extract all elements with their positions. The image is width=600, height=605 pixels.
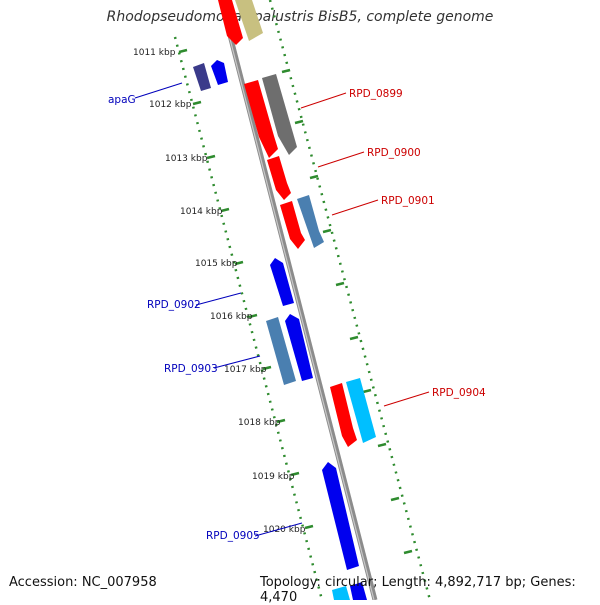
gene-top-red[interactable] — [218, 0, 243, 45]
gene-rpd0900[interactable] — [267, 156, 291, 200]
left-ruler-ticks — [178, 48, 314, 530]
accession-text: Accession: NC_007958 — [9, 575, 157, 590]
leader-lines — [134, 82, 430, 537]
tick-label-1019: 1019 kbp — [252, 472, 295, 482]
gene-apag[interactable] — [193, 63, 211, 91]
gene-rpd0905[interactable] — [322, 462, 359, 570]
label-rpd0899[interactable]: RPD_0899 — [349, 88, 403, 100]
gene-rpd0899-gray[interactable] — [262, 74, 297, 155]
gene-rpd0899-red[interactable] — [244, 80, 278, 158]
backbone-highlight — [219, 0, 375, 600]
label-rpd0903[interactable]: RPD_0903 — [164, 363, 218, 375]
tick-label-1011: 1011 kbp — [133, 48, 176, 58]
tick-label-1012: 1012 kbp — [149, 100, 192, 110]
gene-rpd0902[interactable] — [270, 258, 294, 306]
right-ruler-ticks — [281, 68, 413, 555]
gene-rpd0901-red[interactable] — [280, 201, 305, 249]
left-ruler — [173, 36, 324, 600]
gene-rpd0903-steel[interactable] — [266, 317, 296, 385]
label-apag[interactable]: apaG — [108, 94, 136, 106]
tick-label-1016: 1016 kbp — [210, 312, 253, 322]
tick-label-1013: 1013 kbp — [165, 154, 208, 164]
tick-label-1020: 1020 kbp — [263, 525, 306, 535]
tick-label-1017: 1017 kbp — [224, 365, 267, 375]
label-rpd0905[interactable]: RPD_0905 — [206, 530, 260, 542]
tick-label-1018: 1018 kbp — [238, 418, 281, 428]
tick-label-1015: 1015 kbp — [195, 259, 238, 269]
topology-text: Topology: circular; Length: 4,892,717 bp… — [260, 575, 576, 605]
gene-small-blue[interactable] — [211, 60, 228, 85]
gene-rpd0903-blue[interactable] — [285, 314, 313, 381]
tick-label-1014: 1014 kbp — [180, 207, 223, 217]
gene-rpd0904-cyan[interactable] — [346, 378, 376, 443]
gene-bottom-cyan[interactable] — [332, 586, 350, 600]
label-rpd0904[interactable]: RPD_0904 — [432, 387, 486, 399]
gene-rpd0904-red[interactable] — [330, 383, 357, 447]
gene-bottom-blue[interactable] — [350, 582, 367, 600]
label-rpd0902[interactable]: RPD_0902 — [147, 299, 201, 311]
label-rpd0900[interactable]: RPD_0900 — [367, 147, 421, 159]
map-title: Rhodopseudomonas palustris BisB5, comple… — [106, 9, 494, 25]
gene-rpd0901-steel[interactable] — [297, 195, 324, 248]
genome-backbone — [218, 0, 378, 600]
gene-top-khaki[interactable] — [235, 0, 263, 41]
label-rpd0901[interactable]: RPD_0901 — [381, 195, 435, 207]
